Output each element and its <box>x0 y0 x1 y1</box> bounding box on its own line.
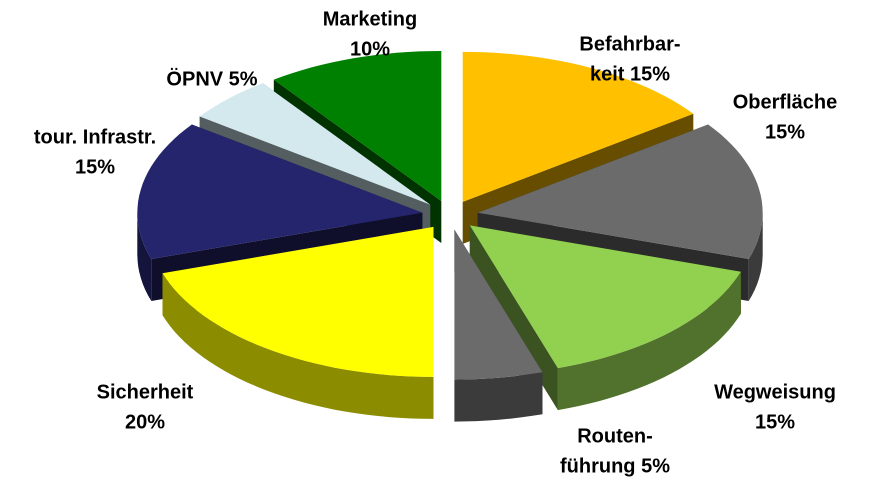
slice-side <box>748 212 763 301</box>
slice-label: Oberfläche <box>733 91 837 113</box>
slice-label: 15% <box>75 156 115 178</box>
slice-top <box>137 124 423 259</box>
slice <box>454 229 543 422</box>
slice-label: 15% <box>755 411 795 433</box>
slice-label: Sicherheit <box>97 381 194 403</box>
slice-label: 10% <box>350 38 390 60</box>
slice-top <box>462 51 694 202</box>
slice-top <box>454 229 543 380</box>
slice-top <box>273 51 442 201</box>
slice-label: ÖPNV 5% <box>166 67 257 90</box>
slice-label: Routen- <box>577 425 653 447</box>
slice-label: führung 5% <box>560 455 670 477</box>
slice-label: tour. Infrastr. <box>34 126 156 148</box>
slice <box>162 226 434 419</box>
slice-label: Wegweisung <box>714 381 836 403</box>
slice-side <box>557 271 741 411</box>
slice-top <box>199 83 431 205</box>
slice-label: keit 15% <box>590 63 670 85</box>
slice-top <box>162 226 434 377</box>
slice-label: 20% <box>125 411 165 433</box>
slice-side <box>137 212 152 301</box>
slice-label: 15% <box>765 121 805 143</box>
slice-side <box>454 372 543 422</box>
slice-label: Befahrbar- <box>579 33 680 55</box>
slice-side <box>162 273 434 419</box>
slice-top <box>477 124 763 259</box>
slice-top <box>469 225 741 369</box>
slice-label: Marketing <box>323 8 417 30</box>
